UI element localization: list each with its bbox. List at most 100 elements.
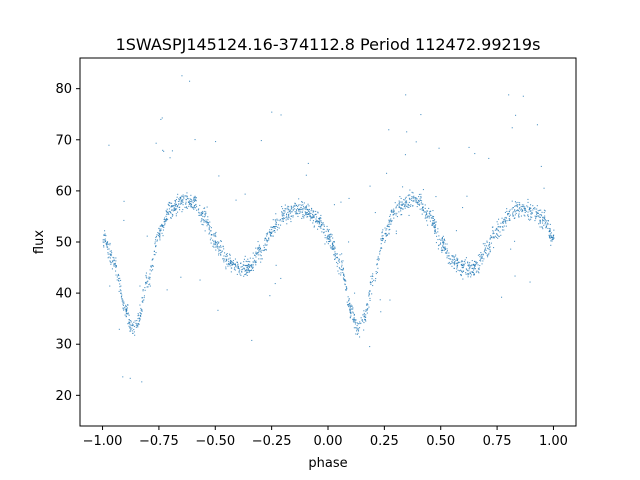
data-point (312, 220, 314, 222)
data-point (444, 246, 446, 248)
data-point (355, 319, 357, 321)
data-point (302, 214, 304, 216)
data-point (363, 315, 365, 317)
data-point (328, 241, 330, 243)
data-point (281, 220, 283, 222)
data-point (196, 206, 198, 208)
data-point (240, 266, 242, 268)
data-point (134, 334, 136, 336)
data-point (381, 231, 383, 233)
data-point (338, 258, 340, 260)
data-point (326, 236, 328, 238)
data-point (173, 209, 175, 211)
data-point (465, 273, 467, 275)
data-point (503, 218, 505, 220)
data-point (421, 200, 423, 202)
data-point (247, 258, 249, 260)
data-point (124, 308, 126, 310)
data-point (405, 201, 407, 203)
data-point (155, 252, 157, 254)
data-point (354, 323, 356, 325)
data-point (389, 219, 391, 221)
data-point (513, 215, 515, 217)
data-point (551, 237, 553, 239)
data-point (189, 200, 191, 202)
data-point (269, 234, 271, 236)
data-point (370, 275, 372, 277)
data-point (115, 260, 117, 262)
data-point (307, 216, 309, 218)
data-point (118, 290, 120, 292)
data-point (245, 273, 247, 275)
data-point (294, 202, 296, 204)
data-point (443, 246, 445, 248)
data-point (502, 220, 504, 222)
data-point (518, 214, 520, 216)
data-point (468, 263, 470, 265)
data-point (126, 308, 128, 310)
data-point (287, 205, 289, 207)
data-point (386, 172, 388, 174)
data-point (460, 264, 462, 266)
data-point (484, 249, 486, 251)
data-point (198, 211, 200, 213)
data-point (476, 270, 478, 272)
data-point (207, 216, 209, 218)
data-point (495, 227, 497, 229)
data-point (233, 263, 235, 265)
data-point (391, 211, 393, 213)
data-point (171, 206, 173, 208)
data-point (419, 208, 421, 210)
data-point (221, 251, 223, 253)
data-point (163, 150, 165, 152)
data-point (544, 220, 546, 222)
data-point (102, 241, 104, 243)
data-point (230, 260, 232, 262)
data-point (144, 287, 146, 289)
data-point (258, 252, 260, 254)
data-point (190, 204, 192, 206)
data-point (324, 234, 326, 236)
data-point (170, 205, 172, 207)
data-point (320, 225, 322, 227)
data-point (152, 258, 154, 260)
data-point (276, 218, 278, 220)
data-point (166, 210, 168, 212)
data-point (162, 225, 164, 227)
data-point (126, 309, 128, 311)
data-point (220, 254, 222, 256)
data-point (502, 222, 504, 224)
data-point (170, 206, 172, 208)
data-point (333, 248, 335, 250)
data-point (363, 312, 365, 314)
data-point (433, 216, 435, 218)
data-point (507, 214, 509, 216)
data-point (534, 220, 536, 222)
data-point (508, 94, 510, 96)
data-point (188, 203, 190, 205)
data-point (328, 234, 330, 236)
data-point (452, 262, 454, 264)
data-point (171, 202, 173, 204)
data-point (528, 209, 530, 211)
data-point (352, 318, 354, 320)
data-point (168, 204, 170, 206)
data-point (210, 237, 212, 239)
data-point (402, 208, 404, 210)
data-point (295, 213, 297, 215)
data-point (494, 229, 496, 231)
data-point (539, 222, 541, 224)
data-point (496, 233, 498, 235)
data-point (299, 211, 301, 213)
data-point (142, 290, 144, 292)
data-point (457, 258, 459, 260)
data-point (366, 312, 368, 314)
data-point (549, 223, 551, 225)
data-point (376, 264, 378, 266)
data-point (377, 257, 379, 259)
data-point (149, 278, 151, 280)
data-point (294, 203, 296, 205)
data-point (166, 211, 168, 213)
data-point (115, 265, 117, 267)
data-point (333, 249, 335, 251)
